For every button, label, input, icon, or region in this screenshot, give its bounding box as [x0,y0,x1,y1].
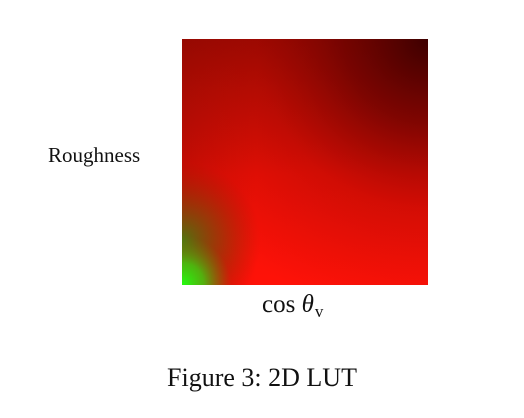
y-axis-label: Roughness [48,143,140,167]
x-axis-label: cos θv [262,290,323,322]
figure-caption: Figure 3: 2D LUT [0,362,524,394]
lut-image [182,39,428,285]
x-axis-label-subscript: v [315,302,324,321]
x-axis-label-symbol: θ [302,291,314,318]
lut-gradient-graphic [182,39,428,285]
x-axis-label-function: cos [262,291,295,318]
